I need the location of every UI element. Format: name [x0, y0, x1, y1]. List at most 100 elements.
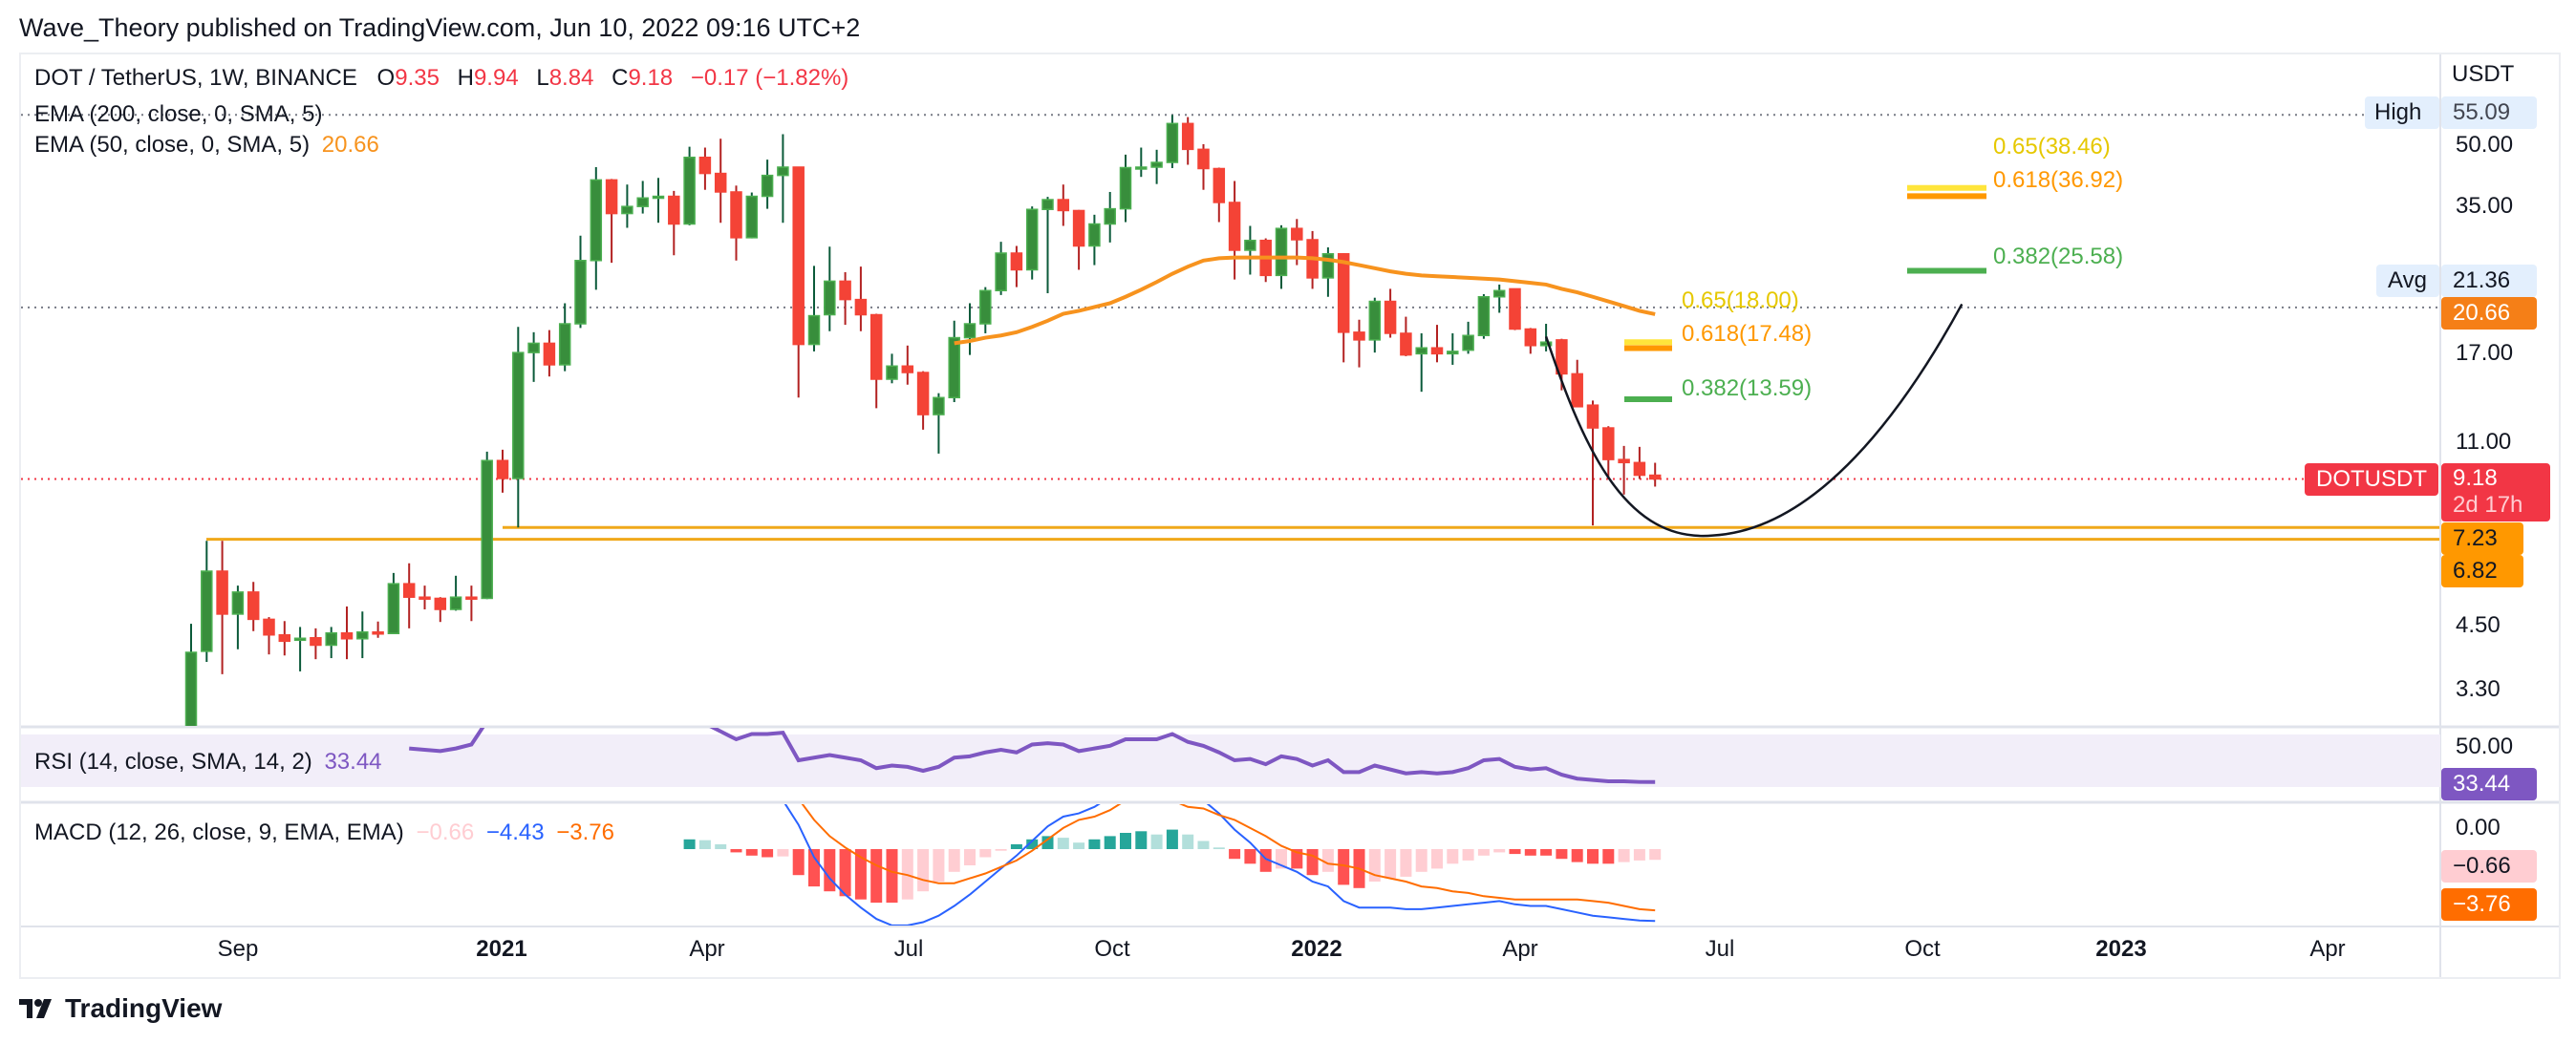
- macd-line[interactable]: [690, 735, 1656, 926]
- candle[interactable]: [372, 621, 384, 638]
- tradingview-logo[interactable]: TradingView: [19, 993, 222, 1024]
- candle[interactable]: [481, 451, 493, 600]
- candle[interactable]: [901, 345, 914, 385]
- candle[interactable]: [1321, 246, 1335, 297]
- candle[interactable]: [278, 621, 291, 656]
- candle[interactable]: [216, 541, 228, 674]
- candle[interactable]: [916, 371, 930, 430]
- candle[interactable]: [1368, 297, 1382, 353]
- candle[interactable]: [1166, 115, 1179, 168]
- projection-curve[interactable]: [1544, 303, 1964, 538]
- candle[interactable]: [1430, 325, 1444, 363]
- candle[interactable]: [995, 242, 1007, 295]
- candle[interactable]: [636, 181, 649, 214]
- candle[interactable]: [1477, 293, 1491, 339]
- candle[interactable]: [1492, 284, 1506, 313]
- symbol-legend[interactable]: DOT / TetherUS, 1W, BINANCE O9.35 H9.94 …: [34, 65, 854, 92]
- candle[interactable]: [1648, 462, 1662, 487]
- candle[interactable]: [761, 160, 774, 209]
- candle[interactable]: [1041, 197, 1054, 294]
- candle[interactable]: [527, 331, 540, 382]
- candle[interactable]: [1088, 214, 1101, 266]
- candle[interactable]: [419, 585, 431, 610]
- candle[interactable]: [449, 575, 462, 611]
- candle[interactable]: [605, 179, 618, 264]
- candle[interactable]: [1181, 117, 1194, 165]
- candle[interactable]: [1010, 245, 1023, 287]
- candle[interactable]: [1509, 287, 1521, 330]
- candle[interactable]: [1259, 238, 1272, 283]
- candle[interactable]: [1072, 209, 1085, 270]
- candle[interactable]: [854, 266, 868, 331]
- candle[interactable]: [1213, 167, 1226, 223]
- candle[interactable]: [434, 597, 447, 623]
- candle[interactable]: [1135, 147, 1148, 178]
- candle[interactable]: [1244, 225, 1256, 275]
- candle[interactable]: [543, 330, 556, 377]
- candle[interactable]: [1586, 400, 1599, 526]
- candle[interactable]: [590, 166, 603, 290]
- candle[interactable]: [263, 617, 275, 655]
- candle[interactable]: [356, 611, 369, 659]
- candle[interactable]: [668, 190, 680, 256]
- macd-signal-line[interactable]: [690, 744, 1656, 912]
- macd-pane[interactable]: [683, 735, 1662, 926]
- candle[interactable]: [683, 146, 696, 225]
- candle[interactable]: [777, 134, 789, 224]
- candle[interactable]: [231, 585, 245, 649]
- candle[interactable]: [1415, 332, 1428, 393]
- candle[interactable]: [1571, 359, 1583, 408]
- macd-legend[interactable]: MACD (12, 26, close, 9, EMA, EMA) −0.66 …: [34, 820, 620, 846]
- candle[interactable]: [558, 303, 571, 372]
- ema200-legend[interactable]: EMA (200, close, 0, SMA, 5): [34, 101, 328, 128]
- candle[interactable]: [963, 303, 977, 355]
- candle[interactable]: [184, 624, 198, 735]
- currency-label[interactable]: USDT: [2452, 61, 2515, 87]
- candle[interactable]: [730, 185, 742, 261]
- candle[interactable]: [1025, 206, 1039, 280]
- candle[interactable]: [824, 246, 836, 331]
- candle[interactable]: [465, 585, 478, 622]
- candle[interactable]: [714, 138, 727, 224]
- candle[interactable]: [340, 606, 354, 660]
- rsi-line[interactable]: [409, 705, 1656, 784]
- candle[interactable]: [293, 627, 307, 671]
- candle[interactable]: [1119, 154, 1132, 223]
- candle[interactable]: [1400, 316, 1412, 356]
- candle[interactable]: [402, 563, 416, 628]
- candle[interactable]: [745, 192, 759, 239]
- candle[interactable]: [496, 449, 509, 493]
- candle[interactable]: [652, 178, 665, 224]
- rsi-legend[interactable]: RSI (14, close, SMA, 14, 2) 33.44: [34, 749, 388, 776]
- candle[interactable]: [1337, 253, 1350, 363]
- candle[interactable]: [247, 582, 260, 631]
- candle[interactable]: [621, 184, 633, 228]
- candle[interactable]: [574, 235, 587, 329]
- candle[interactable]: [1150, 149, 1163, 184]
- candle[interactable]: [933, 393, 945, 454]
- candle[interactable]: [310, 628, 322, 660]
- candle[interactable]: [1633, 446, 1646, 479]
- candle[interactable]: [698, 147, 712, 190]
- candle[interactable]: [1447, 332, 1459, 365]
- candle[interactable]: [886, 353, 898, 384]
- candle[interactable]: [1228, 181, 1241, 280]
- candle[interactable]: [512, 327, 525, 528]
- candle[interactable]: [979, 287, 992, 333]
- candle[interactable]: [1462, 321, 1474, 354]
- candle[interactable]: [807, 266, 821, 351]
- candle[interactable]: [839, 271, 851, 326]
- rsi-pane[interactable]: [409, 705, 1656, 784]
- candle[interactable]: [1618, 445, 1630, 495]
- candle[interactable]: [869, 313, 883, 409]
- candle[interactable]: [1057, 184, 1070, 226]
- candle[interactable]: [325, 627, 337, 659]
- candle[interactable]: [387, 572, 400, 634]
- ema50-line[interactable]: [954, 255, 1656, 346]
- candle[interactable]: [1384, 288, 1397, 338]
- candle[interactable]: [1104, 191, 1116, 243]
- candle[interactable]: [1197, 143, 1210, 190]
- price-pane[interactable]: [21, 114, 2439, 735]
- ema50-legend[interactable]: EMA (50, close, 0, SMA, 5) 20.66: [34, 132, 385, 159]
